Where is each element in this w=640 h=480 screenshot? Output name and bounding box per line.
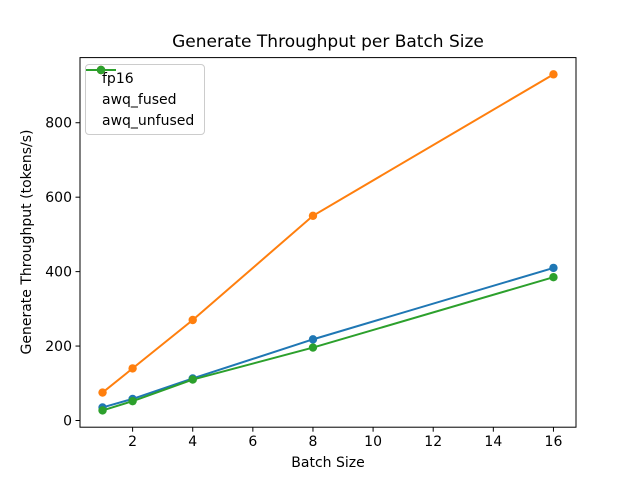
y-tick-label: 0: [63, 414, 72, 430]
point-awq_fused-8: [308, 211, 318, 220]
legend-marker-awq_unfused: [86, 65, 116, 75]
y-tick-label: 400: [45, 265, 72, 281]
legend-label: fp16: [102, 70, 134, 87]
point-fp16-16: [549, 263, 558, 273]
point-awq_fused-16: [549, 70, 558, 79]
legend-entry-awq_fused: awq_fused: [86, 65, 194, 110]
y-tick-label: 200: [45, 339, 72, 355]
y-tick-label: 800: [45, 116, 72, 132]
point-awq_unfused-2: [128, 396, 137, 406]
point-awq_unfused-1: [98, 406, 107, 415]
chart-title: Generate Throughput per Batch Size: [172, 32, 484, 52]
y-tick-label: 600: [45, 190, 72, 206]
legend-label: awq_unfused: [102, 112, 195, 129]
x-tick-label: 4: [188, 434, 197, 450]
point-awq_unfused-4: [188, 375, 197, 384]
x-tick-label: 8: [309, 434, 318, 450]
series-line-awq_unfused: [101, 276, 555, 412]
y-axis-label: Generate Throughput (tokens/s): [19, 129, 35, 355]
x-tick-label: 10: [364, 434, 382, 450]
point-awq_fused-2: [128, 364, 137, 373]
x-axis-label: Batch Size: [291, 455, 365, 471]
point-awq_unfused-8: [308, 343, 318, 352]
point-awq_fused-1: [98, 388, 107, 397]
x-tick-label: 16: [545, 434, 563, 450]
point-fp16-8: [308, 335, 318, 344]
legend-dot: [96, 65, 106, 75]
legend-entry-awq_unfused: awq_unfused: [86, 65, 195, 131]
axes-frame: [79, 57, 577, 428]
x-tick-label: 14: [484, 434, 502, 450]
x-tick-label: 12: [424, 434, 442, 450]
legend-label: awq_fused: [102, 91, 177, 108]
point-awq_fused-4: [188, 315, 197, 325]
point-awq_unfused-16: [549, 273, 558, 282]
x-tick-label: 6: [248, 434, 257, 450]
x-tick-label: 2: [128, 434, 137, 450]
legend: fp16 awq_fused awq_unfused: [85, 64, 206, 135]
